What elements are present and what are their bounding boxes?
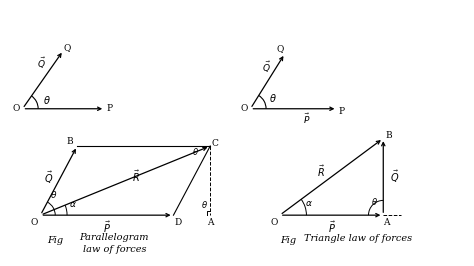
Text: law of forces: law of forces bbox=[82, 245, 146, 254]
Text: $\vec{P}$: $\vec{P}$ bbox=[303, 112, 310, 126]
Text: D: D bbox=[174, 218, 182, 227]
Text: C: C bbox=[211, 139, 218, 148]
Text: Parallelogram: Parallelogram bbox=[80, 233, 149, 242]
Text: P: P bbox=[338, 107, 345, 116]
Text: $\theta$: $\theta$ bbox=[371, 196, 378, 207]
Text: $\vec{Q}$: $\vec{Q}$ bbox=[44, 169, 53, 186]
Text: Triangle law of forces: Triangle law of forces bbox=[304, 234, 412, 243]
Text: $\vec{R}$: $\vec{R}$ bbox=[317, 163, 325, 178]
Text: $\vec{Q}$: $\vec{Q}$ bbox=[391, 169, 400, 185]
Text: Fig: Fig bbox=[281, 236, 297, 245]
Text: $\vec{R}$: $\vec{R}$ bbox=[132, 168, 140, 184]
Text: $\theta$: $\theta$ bbox=[50, 189, 57, 200]
Text: O: O bbox=[270, 218, 278, 227]
Text: $\vec{Q}$: $\vec{Q}$ bbox=[37, 56, 46, 71]
Text: $\theta$: $\theta$ bbox=[43, 94, 51, 106]
Text: $\theta$: $\theta$ bbox=[269, 92, 277, 104]
Text: A: A bbox=[383, 218, 390, 227]
Text: B: B bbox=[66, 137, 73, 146]
Text: $\theta$: $\theta$ bbox=[201, 199, 208, 210]
Text: Q: Q bbox=[277, 44, 284, 53]
Text: $\vec{P}$: $\vec{P}$ bbox=[103, 219, 111, 235]
Text: $\alpha$: $\alpha$ bbox=[69, 200, 77, 209]
Text: Fig: Fig bbox=[47, 236, 64, 245]
Text: $\vec{P}$: $\vec{P}$ bbox=[328, 219, 336, 235]
Text: $\theta$: $\theta$ bbox=[192, 146, 199, 157]
Text: Q: Q bbox=[63, 43, 71, 52]
Text: A: A bbox=[207, 218, 213, 227]
Text: O: O bbox=[13, 104, 20, 113]
Text: P: P bbox=[106, 104, 112, 113]
Text: O: O bbox=[31, 218, 38, 227]
Text: $\alpha$: $\alpha$ bbox=[305, 199, 313, 208]
Text: O: O bbox=[241, 104, 248, 113]
Text: B: B bbox=[386, 131, 392, 140]
Text: $\vec{Q}$: $\vec{Q}$ bbox=[262, 60, 271, 74]
